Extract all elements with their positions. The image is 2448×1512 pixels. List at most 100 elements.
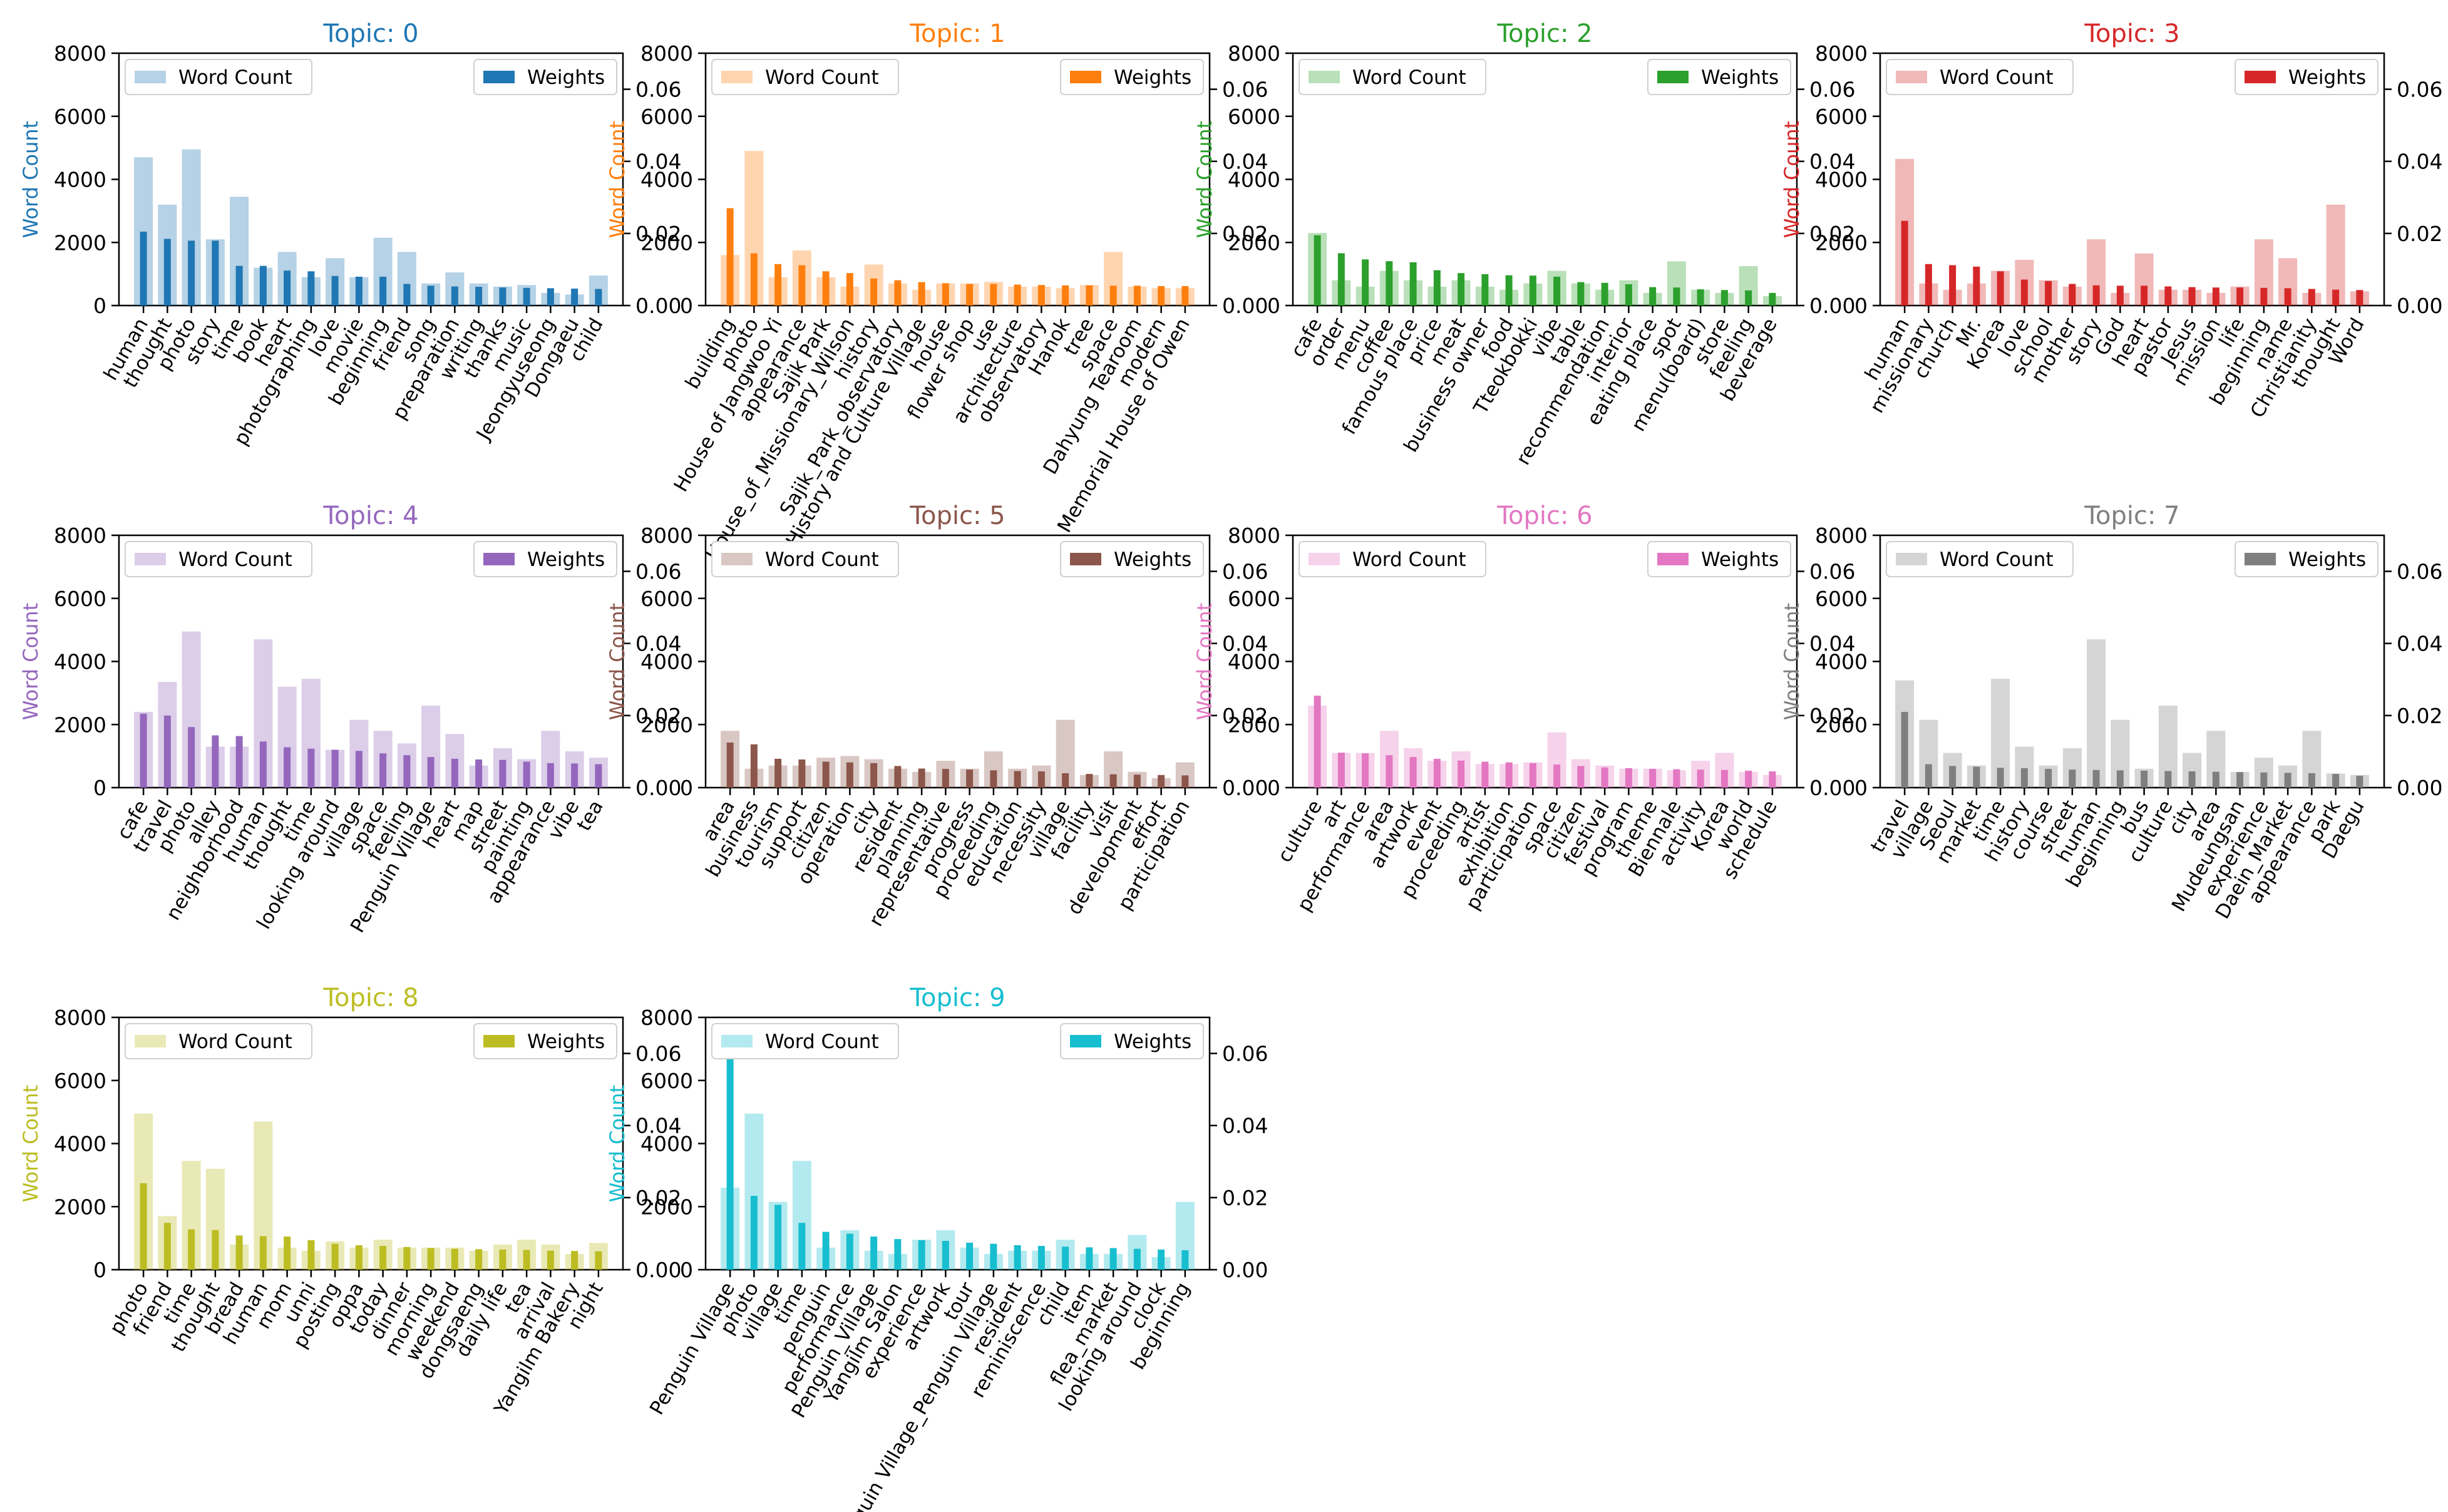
weight-bar <box>1720 769 1728 788</box>
weight-bar <box>163 715 171 788</box>
left-tick-label: 0 <box>1267 776 1280 800</box>
legend-word-count: Word Count <box>1886 59 2074 95</box>
weight-bar <box>2116 770 2124 788</box>
left-tick-label: 2000 <box>54 230 106 255</box>
right-tick-label: 0.00 <box>635 1258 681 1282</box>
weight-bar <box>2332 289 2340 306</box>
weight-bar <box>1109 1248 1117 1270</box>
legend-word-count: Word Count <box>125 1023 312 1059</box>
weight-bar <box>2356 776 2363 788</box>
weight-bar <box>1433 758 1441 788</box>
weight-bar <box>1745 770 1752 788</box>
weight-bar <box>1577 766 1585 788</box>
weight-bar <box>2069 769 2076 788</box>
weight-bar <box>451 286 458 306</box>
weight-bar <box>499 287 507 306</box>
weight-bar <box>403 755 411 788</box>
weight-bar <box>379 276 387 306</box>
legend-box <box>2235 541 2379 577</box>
legend-box <box>1647 541 1791 577</box>
weight-bar <box>2284 773 2291 788</box>
left-tick-label: 6000 <box>54 1069 106 1093</box>
y-axis-label: Word Count <box>605 603 629 720</box>
weight-bar <box>2141 285 2148 306</box>
right-tick-label: 0.00 <box>635 294 681 318</box>
right-tick-label: 0.06 <box>1809 78 1855 102</box>
weight-bar <box>331 749 339 788</box>
left-tick-label: 8000 <box>640 41 693 66</box>
weight-bar <box>1181 1250 1189 1270</box>
legend-label: Weights <box>1114 1031 1191 1053</box>
chart-title: Topic: 6 <box>1496 501 1592 530</box>
weight-bar <box>1901 220 1908 306</box>
weight-bar <box>2092 769 2100 788</box>
weight-bar <box>750 1195 758 1270</box>
legend-label: Word Count <box>765 66 879 89</box>
weight-bar <box>475 759 483 788</box>
legend-box <box>473 1023 617 1059</box>
weight-bar <box>1577 282 1585 306</box>
left-tick-label: 2000 <box>1815 712 1868 737</box>
legend-box <box>1886 541 2074 577</box>
weight-bar <box>870 763 878 788</box>
weight-bar <box>1181 285 1189 306</box>
right-tick-label: 0.02 <box>635 222 681 246</box>
weight-bar <box>1625 284 1632 306</box>
x-tick-label: Penguin Village <box>645 1278 739 1419</box>
right-tick-label: 0.00 <box>2397 776 2442 800</box>
right-tick-label: 0.02 <box>1222 704 1268 728</box>
weight-bar <box>547 763 554 788</box>
weight-bar <box>1697 769 1704 788</box>
right-tick-label: 0.02 <box>1222 1186 1268 1210</box>
legend-box <box>1299 59 1486 95</box>
weight-bar <box>1037 285 1045 306</box>
legend-box <box>1060 1023 1204 1059</box>
weight-bar <box>451 1248 458 1270</box>
weight-bar <box>774 264 782 306</box>
legend-swatch <box>483 553 515 565</box>
legend-word-count: Word Count <box>711 541 899 577</box>
legend-label: Word Count <box>765 1031 879 1053</box>
y-axis-label: Word Count <box>19 603 43 720</box>
y-axis-label: Word Count <box>605 121 629 238</box>
chart-title: Topic: 3 <box>2084 19 2179 48</box>
weight-bar <box>2188 771 2196 788</box>
legend-word-count: Word Count <box>1886 541 2074 577</box>
right-tick-label: 0.04 <box>1222 150 1268 174</box>
weight-bar <box>2116 285 2124 306</box>
legend-swatch <box>1657 553 1689 565</box>
legend-swatch <box>135 553 166 565</box>
chart-title: Topic: 0 <box>322 19 418 48</box>
weight-bar <box>1337 253 1345 306</box>
weight-bar <box>163 1223 171 1270</box>
weight-bar <box>2188 287 2196 306</box>
weight-bar <box>1158 285 1165 306</box>
weight-bar <box>427 757 435 788</box>
weight-bar <box>1062 285 1069 306</box>
word-count-bar <box>2087 639 2106 788</box>
left-tick-label: 0 <box>1854 294 1868 318</box>
left-tick-label: 0 <box>680 1258 693 1282</box>
weight-bar <box>403 284 411 306</box>
legend-word-count: Word Count <box>711 59 899 95</box>
legend-swatch <box>1896 71 1927 83</box>
legend-label: Weights <box>1114 66 1191 89</box>
left-tick-label: 2000 <box>1815 230 1868 255</box>
left-tick-label: 2000 <box>1228 230 1280 255</box>
weight-bar <box>355 751 363 788</box>
left-tick-label: 4000 <box>640 1132 693 1156</box>
weight-bar <box>942 1240 949 1270</box>
weight-bar <box>1925 264 1932 306</box>
chart-topic-6: Topic: 6 0 2000 4000 6000 8000 0.00 0.02 0.04 0.0… <box>1193 501 1855 915</box>
weight-bar <box>942 769 949 788</box>
weight-bar <box>1062 773 1069 788</box>
left-tick-label: 4000 <box>640 168 693 192</box>
weight-bar <box>571 763 579 788</box>
word-count-bar <box>2326 204 2345 306</box>
y-axis-label: Word Count <box>1780 603 1804 720</box>
left-tick-label: 2000 <box>54 712 106 737</box>
legend-swatch <box>1070 553 1101 565</box>
weight-bar <box>846 762 853 788</box>
chart-topic-2: Topic: 2 0 2000 4000 6000 8000 0.00 0.02 0.04 0.0… <box>1193 19 1855 469</box>
weight-bar <box>2020 279 2028 306</box>
